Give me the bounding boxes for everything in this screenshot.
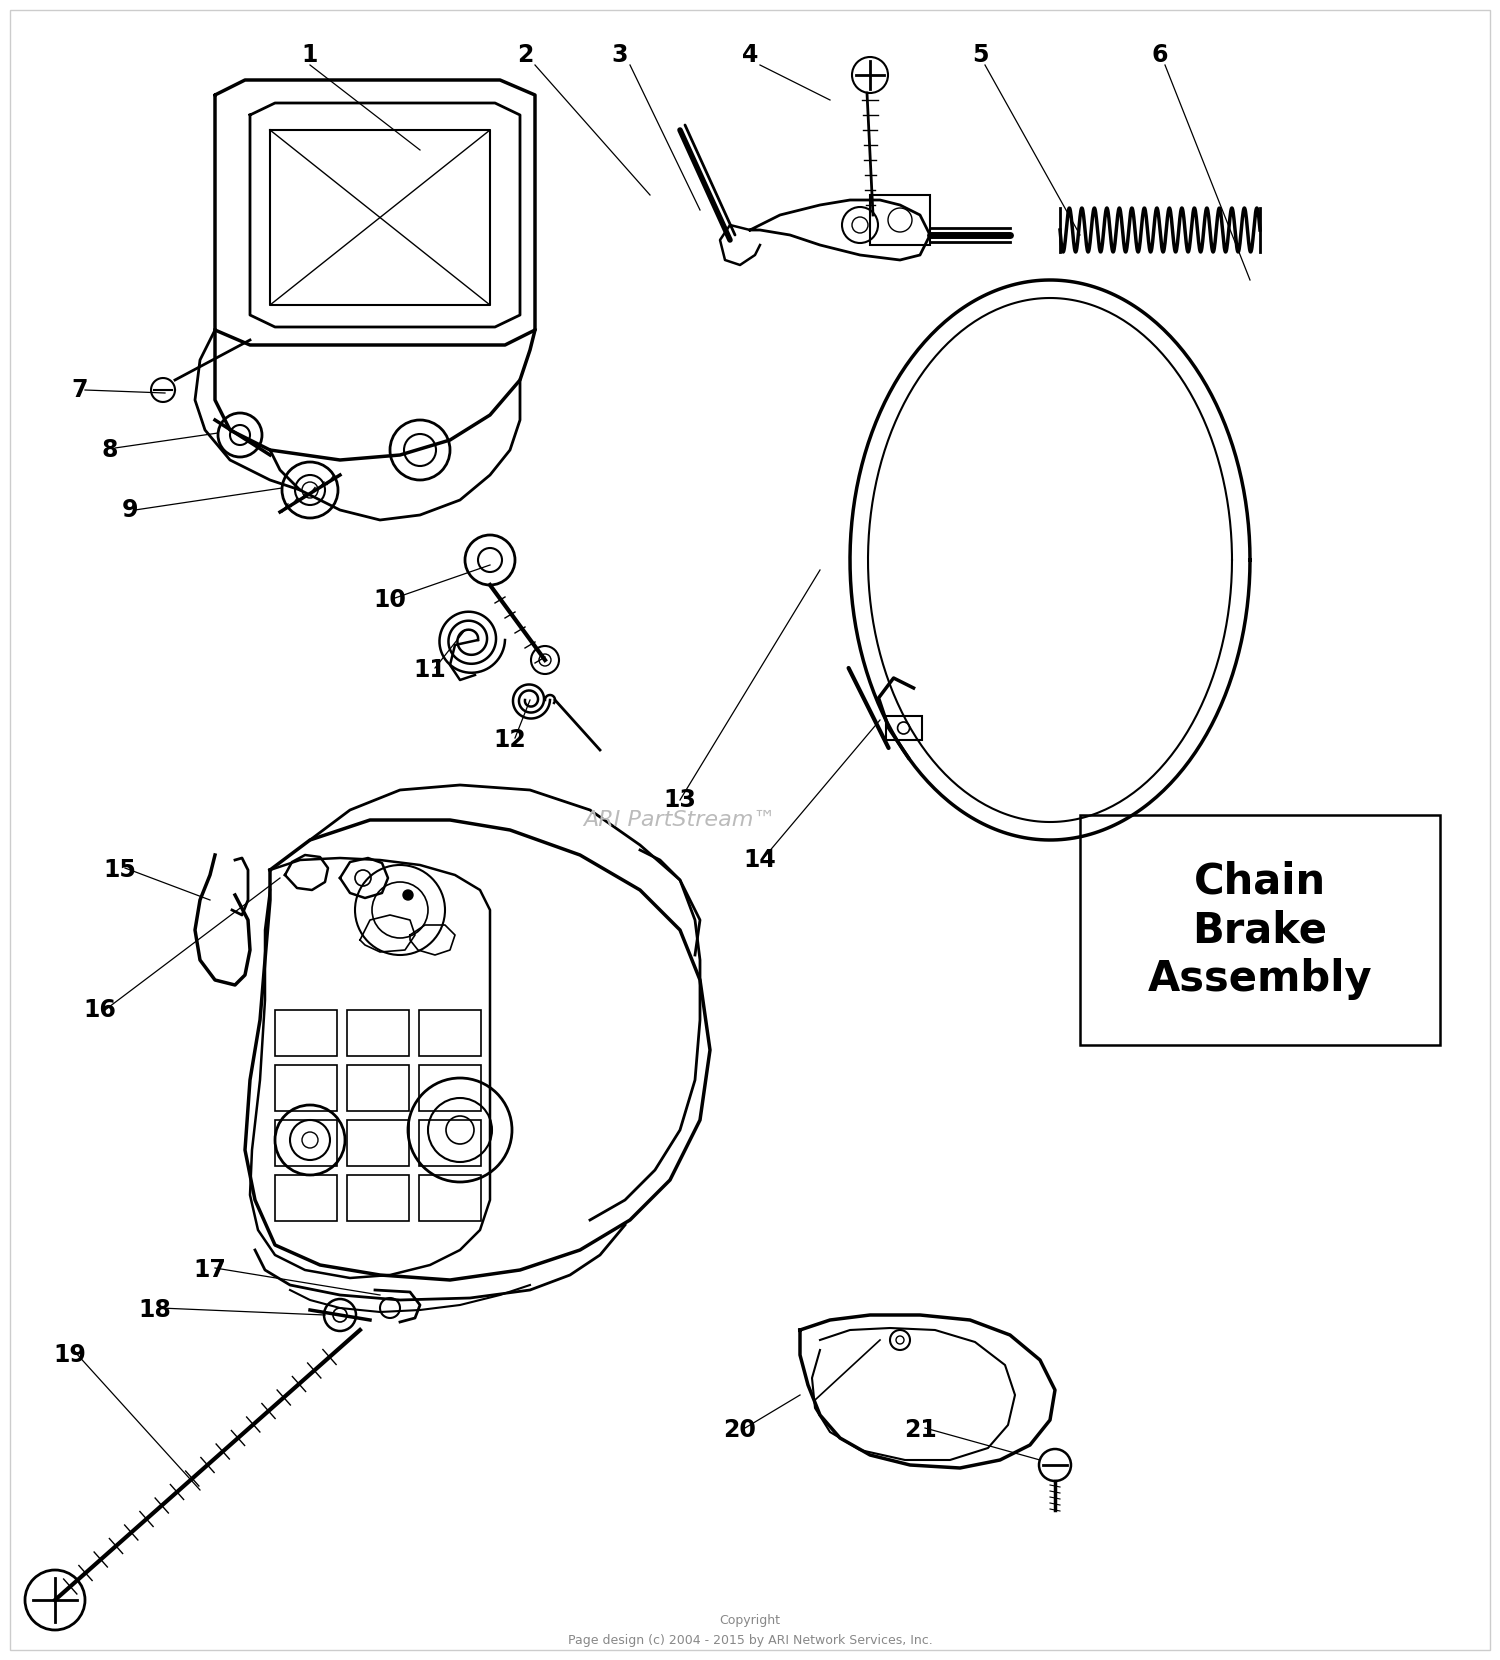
Bar: [346, 1175, 410, 1222]
Bar: [419, 1009, 482, 1056]
Text: 19: 19: [54, 1343, 87, 1366]
Text: 8: 8: [102, 438, 118, 461]
Bar: [1080, 815, 1440, 1046]
Bar: [346, 1120, 410, 1165]
Bar: [346, 1009, 410, 1056]
Text: 15: 15: [104, 858, 136, 881]
Text: 16: 16: [84, 998, 117, 1023]
Text: 14: 14: [744, 848, 777, 872]
Circle shape: [404, 890, 412, 900]
Bar: [419, 1175, 482, 1222]
Text: Chain
Brake
Assembly: Chain Brake Assembly: [1148, 860, 1372, 999]
Text: 2: 2: [518, 43, 532, 66]
Bar: [870, 194, 930, 246]
Text: 6: 6: [1152, 43, 1168, 66]
Text: 3: 3: [612, 43, 628, 66]
Bar: [419, 1066, 482, 1111]
Text: 13: 13: [663, 788, 696, 812]
Text: 12: 12: [494, 729, 526, 752]
Text: Page design (c) 2004 - 2015 by ARI Network Services, Inc.: Page design (c) 2004 - 2015 by ARI Netwo…: [567, 1633, 933, 1647]
Text: 21: 21: [903, 1418, 936, 1443]
Text: 4: 4: [742, 43, 758, 66]
Bar: [274, 1009, 338, 1056]
Bar: [274, 1175, 338, 1222]
Text: 18: 18: [138, 1298, 171, 1321]
Bar: [274, 1120, 338, 1165]
Text: 7: 7: [72, 378, 88, 402]
Text: Copyright: Copyright: [720, 1614, 780, 1627]
Bar: [885, 715, 921, 740]
Bar: [274, 1066, 338, 1111]
Text: 5: 5: [972, 43, 988, 66]
Bar: [419, 1120, 482, 1165]
Text: 9: 9: [122, 498, 138, 521]
Text: 11: 11: [414, 657, 447, 682]
Text: 1: 1: [302, 43, 318, 66]
Text: ARI PartStream™: ARI PartStream™: [584, 810, 777, 830]
Text: 17: 17: [194, 1258, 226, 1282]
Bar: [346, 1066, 410, 1111]
Text: 10: 10: [374, 588, 406, 613]
Text: 20: 20: [723, 1418, 756, 1443]
